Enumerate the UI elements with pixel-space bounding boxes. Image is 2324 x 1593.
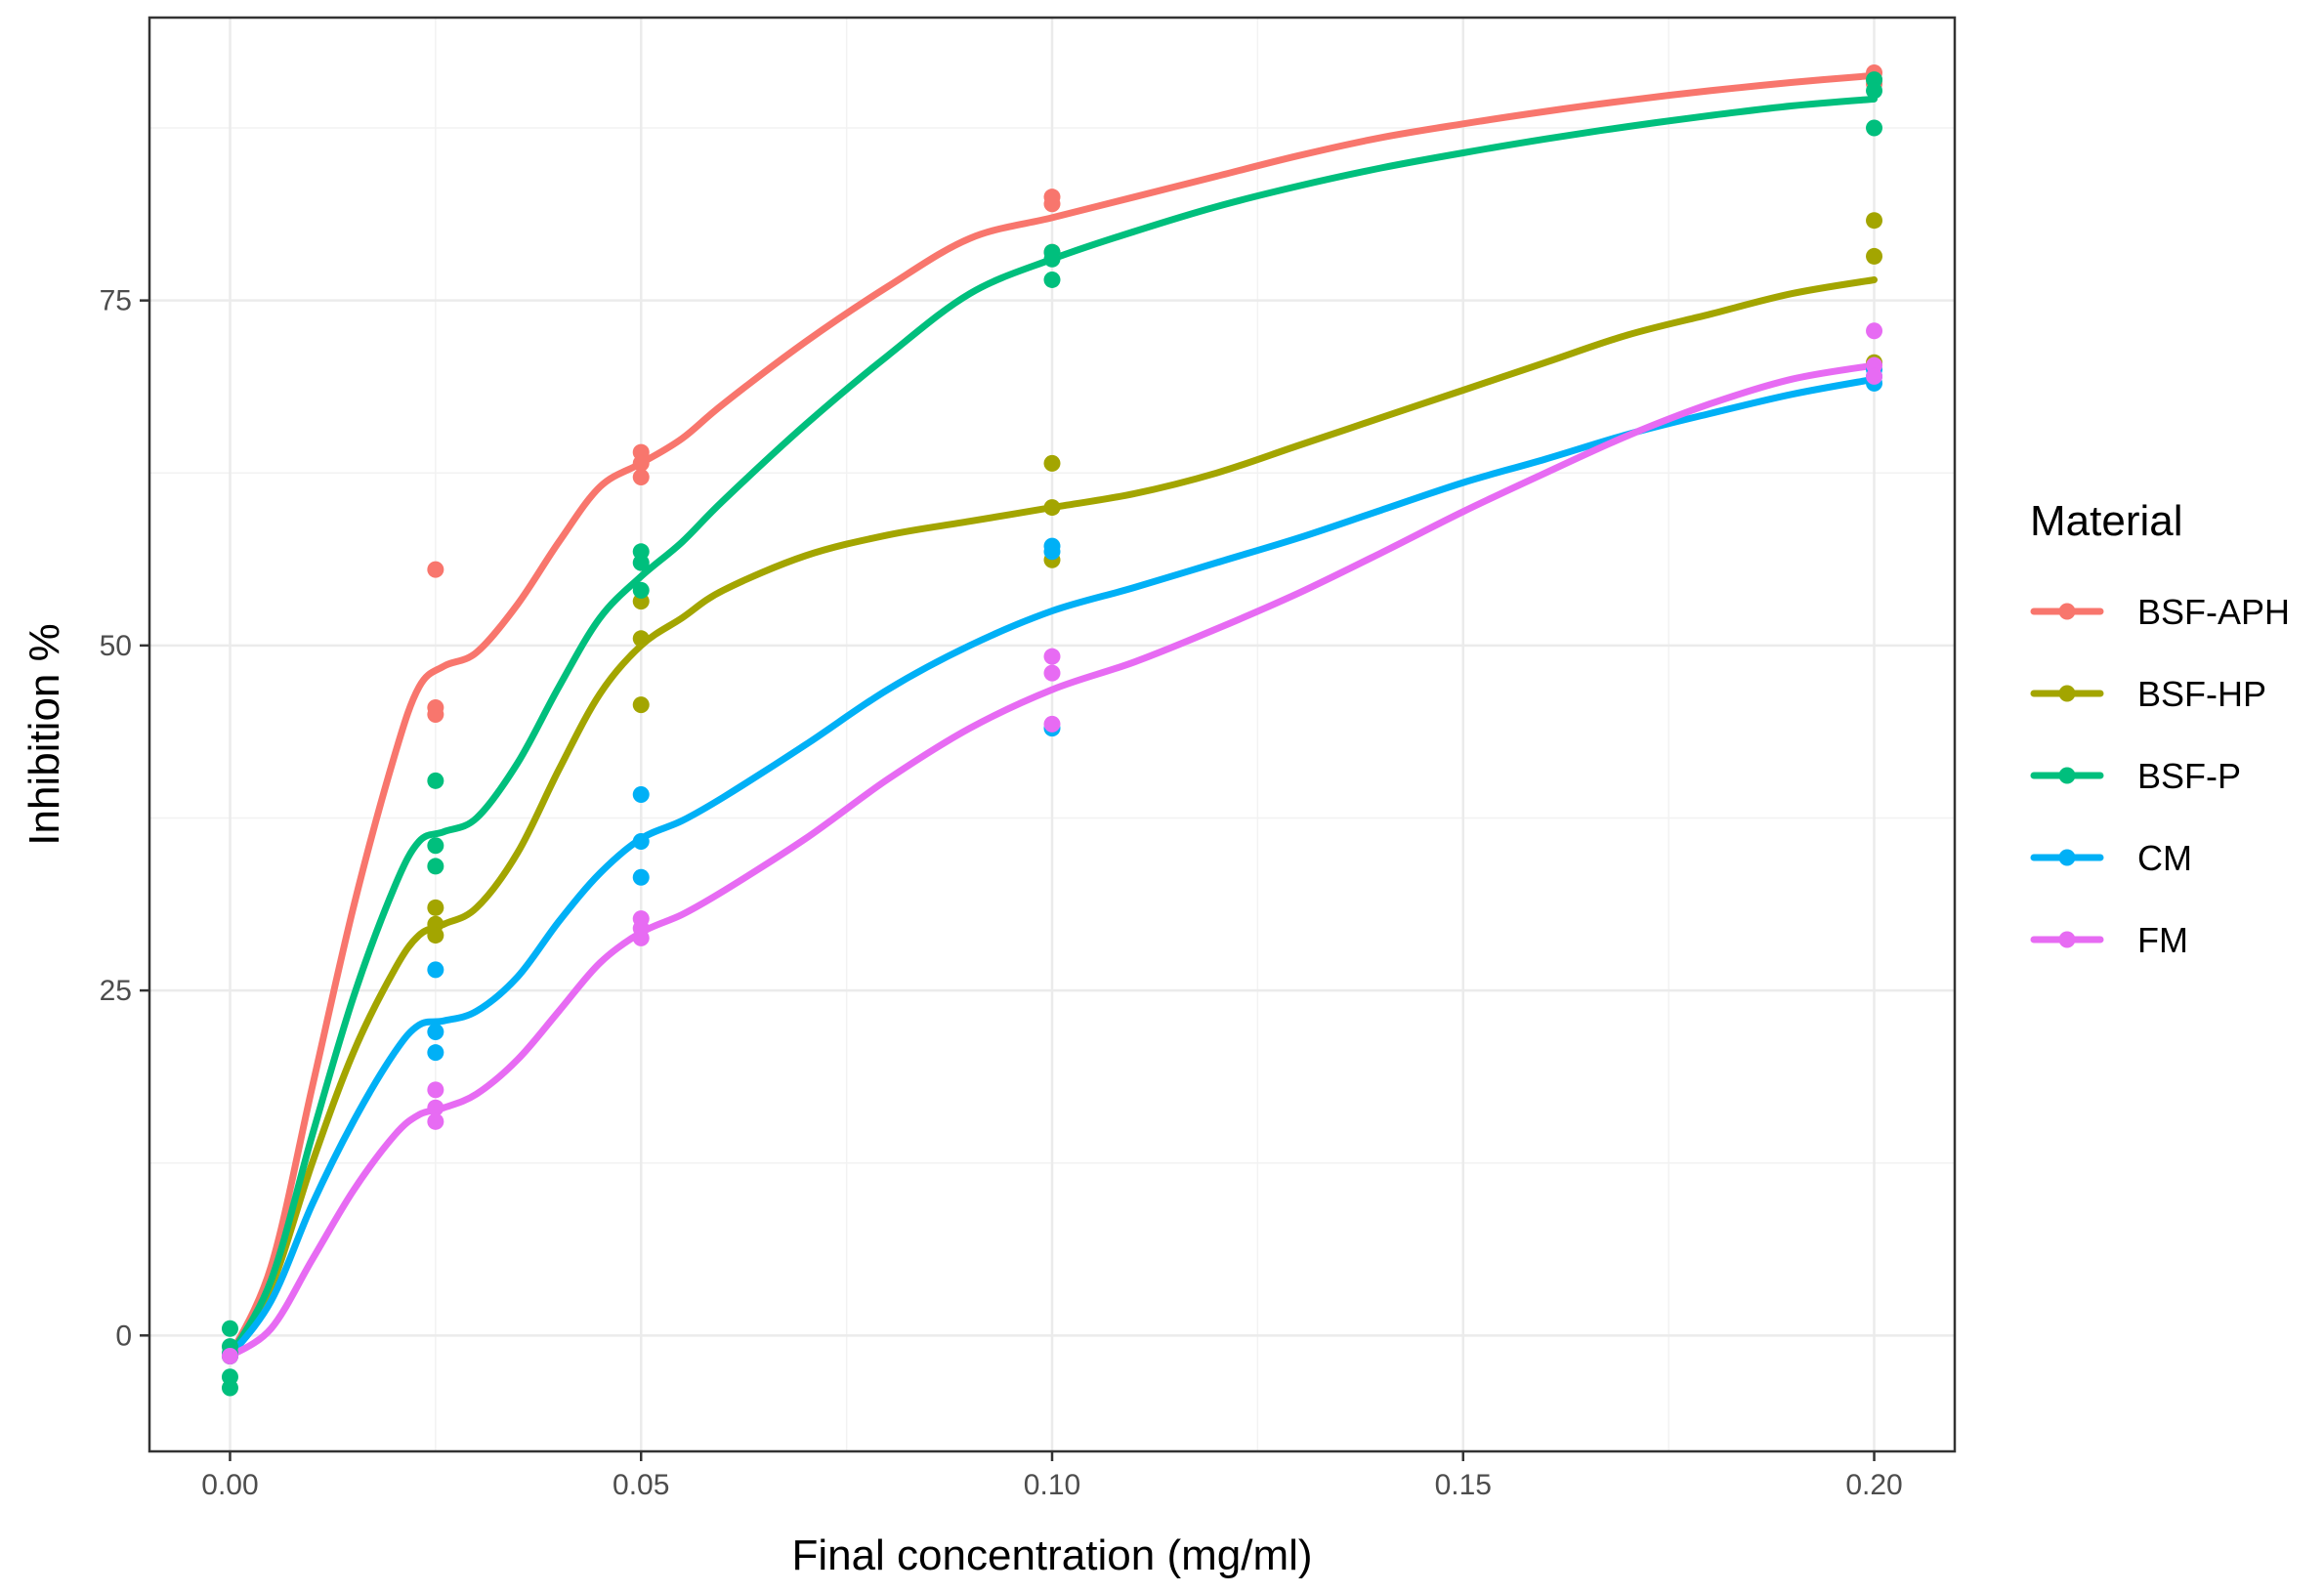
data-point-fm xyxy=(1043,715,1061,733)
data-point-fm xyxy=(427,1081,444,1099)
data-point-cm xyxy=(1043,543,1061,561)
legend-title: Material xyxy=(2030,497,2183,545)
x-tick-label: 0.00 xyxy=(201,1469,258,1501)
y-axis: 0 25 50 75 xyxy=(100,285,149,1352)
x-tick-label: 0.20 xyxy=(1845,1469,1902,1501)
data-point-fm xyxy=(1866,367,1883,385)
data-point-cm xyxy=(427,1044,444,1062)
data-point-cm xyxy=(427,1023,444,1040)
data-point-cm xyxy=(632,832,650,850)
data-point-bsf-hp xyxy=(1866,212,1883,230)
data-point-bsf-aph xyxy=(1043,195,1061,213)
smooth-line-cm xyxy=(227,375,1878,1360)
smooth-line-bsf-aph xyxy=(227,71,1878,1360)
smooth-line-bsf-hp xyxy=(227,276,1878,1360)
legend-key-point-cm xyxy=(2058,849,2076,866)
series-curves xyxy=(227,71,1878,1360)
data-point-fm xyxy=(427,1112,444,1130)
y-axis-title: Inhibition % xyxy=(21,623,68,845)
x-tick-label: 0.15 xyxy=(1435,1469,1492,1501)
data-point-bsf-p xyxy=(427,858,444,875)
x-tick-label: 0.05 xyxy=(613,1469,669,1501)
data-point-bsf-hp xyxy=(1043,454,1061,472)
data-point-bsf-aph xyxy=(427,561,444,578)
data-point-bsf-hp xyxy=(427,899,444,916)
data-point-fm xyxy=(1043,664,1061,682)
data-point-bsf-p xyxy=(632,581,650,599)
legend-key-point-bsf-p xyxy=(2058,767,2076,784)
legend-label-bsf-hp: BSF-HP xyxy=(2137,674,2266,714)
y-tick-label: 0 xyxy=(115,1320,132,1352)
data-point-cm xyxy=(632,785,650,803)
data-point-bsf-hp xyxy=(1866,247,1883,265)
x-axis-title: Final concentration (mg/ml) xyxy=(791,1531,1312,1579)
data-point-fm xyxy=(632,929,650,946)
y-tick-label: 25 xyxy=(100,975,132,1007)
data-point-fm xyxy=(1043,648,1061,665)
data-point-bsf-p xyxy=(632,554,650,571)
data-point-bsf-p xyxy=(1866,82,1883,100)
data-point-cm xyxy=(632,868,650,886)
legend-key-point-bsf-hp xyxy=(2058,685,2076,702)
data-point-fm xyxy=(221,1348,238,1365)
legend-label-bsf-aph: BSF-APH xyxy=(2137,592,2290,632)
smooth-line-fm xyxy=(227,361,1878,1360)
data-point-bsf-p xyxy=(1043,250,1061,268)
y-tick-label: 75 xyxy=(100,285,132,317)
legend-label-bsf-p: BSF-P xyxy=(2137,756,2241,796)
x-tick-label: 0.10 xyxy=(1024,1469,1080,1501)
data-point-bsf-hp xyxy=(1043,499,1061,517)
data-point-bsf-p xyxy=(427,772,444,789)
legend-label-cm: CM xyxy=(2137,838,2192,878)
legend-key-point-fm xyxy=(2058,931,2076,948)
series-points xyxy=(221,64,1883,1397)
legend-key-point-bsf-aph xyxy=(2058,603,2076,620)
data-point-bsf-aph xyxy=(632,454,650,472)
data-point-bsf-p xyxy=(1866,119,1883,137)
x-axis: 0.00 0.05 0.10 0.15 0.20 xyxy=(201,1451,1903,1501)
data-point-bsf-hp xyxy=(632,696,650,714)
data-point-bsf-p xyxy=(221,1320,238,1337)
data-point-bsf-p xyxy=(427,837,444,855)
y-tick-label: 50 xyxy=(100,630,132,662)
data-point-bsf-p xyxy=(221,1379,238,1397)
legend-entries: BSF-APH BSF-HP BSF-P CM FM xyxy=(2030,592,2290,960)
data-point-fm xyxy=(1866,322,1883,340)
data-point-bsf-p xyxy=(1043,271,1061,288)
smooth-line-bsf-p xyxy=(227,95,1878,1360)
legend: Material BSF-APH BSF-HP BSF-P CM FM xyxy=(2030,497,2290,960)
data-point-cm xyxy=(427,961,444,979)
legend-label-fm: FM xyxy=(2137,920,2188,960)
data-point-bsf-aph xyxy=(427,706,444,724)
data-point-bsf-hp xyxy=(632,630,650,648)
data-point-fm xyxy=(427,1099,444,1116)
data-point-bsf-aph xyxy=(632,468,650,485)
data-point-bsf-hp xyxy=(427,927,444,944)
